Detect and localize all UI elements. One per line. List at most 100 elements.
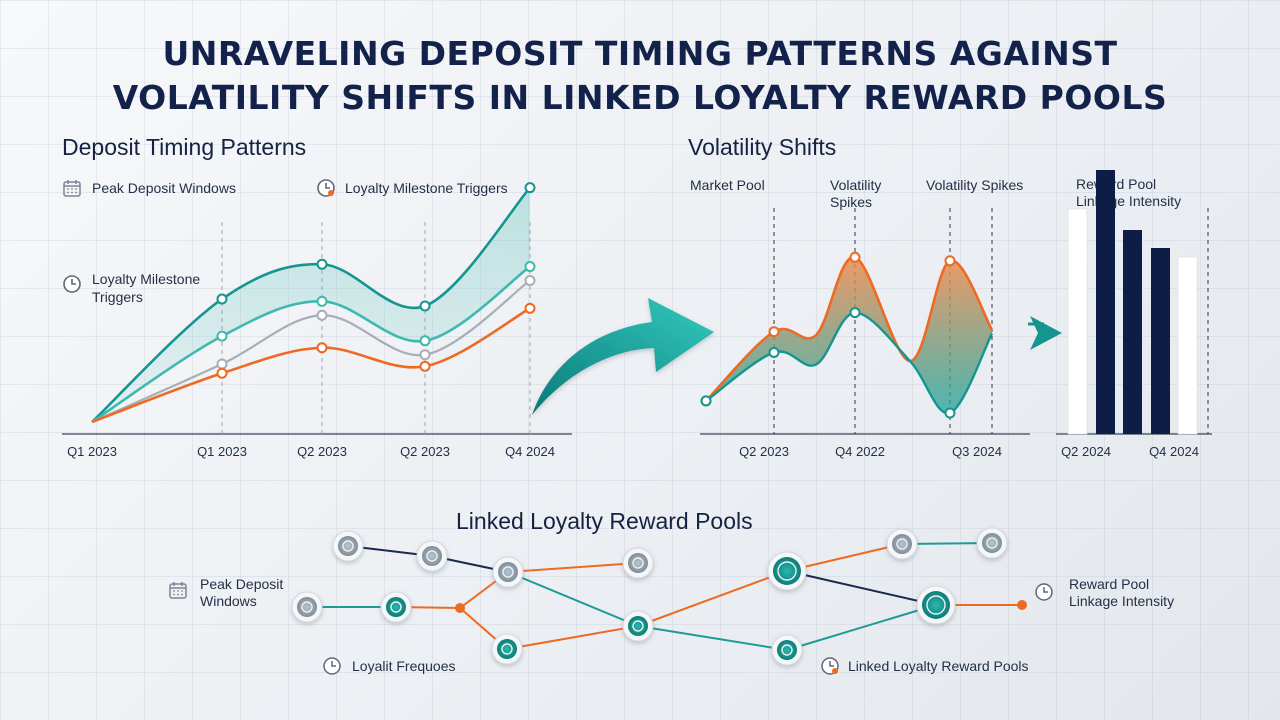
- clock-icon: [821, 657, 839, 675]
- network-node-core: [338, 536, 358, 556]
- band-area: [92, 187, 530, 422]
- network-frequency-label: Loyalit Frequoes: [352, 658, 456, 674]
- milestone-triggers-left-label-1: Loyalty Milestone: [92, 271, 201, 287]
- transition-arrow: [532, 298, 714, 415]
- data-point: [316, 258, 328, 270]
- x-tick-label: Q4 2022: [835, 444, 885, 459]
- network-node-core: [386, 597, 406, 617]
- network-node-ring: [301, 601, 313, 613]
- network-edge: [507, 562, 639, 573]
- data-point: [419, 360, 431, 372]
- data-point: [216, 367, 228, 379]
- volatility-chart: [700, 208, 1062, 435]
- clock-icon: [1035, 583, 1053, 601]
- network-node-core: [892, 534, 912, 554]
- x-tick-label: Q2 2024: [1061, 444, 1111, 459]
- network-node-ring: [390, 601, 402, 613]
- data-point: [419, 349, 431, 361]
- data-point: [944, 407, 956, 419]
- bar: [1177, 256, 1198, 435]
- data-point: [524, 182, 536, 194]
- network-edge: [786, 543, 903, 572]
- data-point: [216, 358, 228, 370]
- network-edge: [786, 570, 937, 606]
- network-node-core: [922, 591, 950, 619]
- network-node-core: [497, 639, 517, 659]
- network-node-core: [773, 557, 801, 585]
- network-linked-label: Linked Loyalty Reward Pools: [848, 658, 1029, 674]
- clock-icon: [63, 275, 81, 293]
- x-tick-label: Q4 2024: [505, 444, 555, 459]
- milestone-triggers-top-label: Loyalty Milestone Triggers: [345, 180, 508, 196]
- reward-bar-chart: [1056, 170, 1212, 435]
- bar: [1096, 170, 1115, 434]
- calendar-icon: [169, 582, 187, 599]
- volatility-area: [706, 257, 992, 414]
- market-pool-label: Market Pool: [690, 177, 765, 193]
- data-point: [524, 274, 536, 286]
- data-point: [216, 293, 228, 305]
- data-point: [524, 302, 536, 314]
- network-node-core: [777, 640, 797, 660]
- network-peak-label-2: Windows: [200, 593, 257, 609]
- network-node-ring: [502, 566, 514, 578]
- data-point: [419, 335, 431, 347]
- data-point: [419, 300, 431, 312]
- data-point: [768, 326, 780, 338]
- milestone-triggers-left-label-2: Triggers: [92, 289, 143, 305]
- network-node-ring: [926, 595, 946, 615]
- network-reward-label-2: Linkage Intensity: [1069, 593, 1175, 609]
- volatility-spikes-label-1a: Volatility: [830, 177, 882, 193]
- deposit-heading: Deposit Timing Patterns: [62, 134, 307, 160]
- network-node-core: [498, 562, 518, 582]
- x-tick-label: Q1 2023: [197, 444, 247, 459]
- x-tick-label: Q1 2023: [67, 444, 117, 459]
- x-tick-label: Q2 2023: [739, 444, 789, 459]
- small-arrow-icon: [1030, 316, 1062, 350]
- volatility-spikes-label-1b: Spikes: [830, 194, 873, 210]
- network-node-ring: [342, 540, 354, 552]
- x-tick-label: Q4 2024: [1149, 444, 1199, 459]
- network-edge: [507, 571, 639, 627]
- network-node-ring: [501, 643, 513, 655]
- clock-icon: [323, 657, 341, 675]
- page-title: UNRAVELING DEPOSIT TIMING PATTERNS AGAIN…: [0, 32, 1280, 120]
- network-node-ring: [896, 538, 908, 550]
- data-point: [944, 255, 956, 267]
- network-reward-label-1: Reward Pool: [1069, 576, 1150, 592]
- network-node-ring: [781, 644, 793, 656]
- network-node-core: [628, 553, 648, 573]
- calendar-icon: [63, 180, 81, 197]
- data-point: [316, 309, 328, 321]
- clock-icon: [317, 179, 335, 197]
- network-node-ring: [632, 557, 644, 569]
- network-junction: [455, 603, 465, 613]
- network-graph: [291, 527, 1027, 666]
- network-node-ring: [777, 561, 797, 581]
- data-point: [768, 346, 780, 358]
- data-point: [216, 330, 228, 342]
- network-junction: [1017, 600, 1027, 610]
- peak-deposit-windows-label: Peak Deposit Windows: [92, 180, 236, 196]
- network-node-core: [297, 597, 317, 617]
- title-line-1: UNRAVELING DEPOSIT TIMING PATTERNS AGAIN…: [162, 34, 1118, 73]
- network-peak-label-1: Peak Deposit: [200, 576, 284, 592]
- network-edge: [506, 625, 639, 650]
- x-tick-label: Q3 2024: [952, 444, 1002, 459]
- bar: [1151, 248, 1170, 434]
- bar: [1123, 230, 1142, 434]
- volatility-heading: Volatility Shifts: [688, 134, 837, 160]
- data-point: [849, 251, 861, 263]
- network-node-core: [422, 546, 442, 566]
- network-node-ring: [426, 550, 438, 562]
- deposit-chart: [62, 182, 572, 435]
- data-point: [316, 295, 328, 307]
- network-node-ring: [632, 620, 644, 632]
- network-edge: [786, 604, 937, 651]
- network-edge: [637, 625, 788, 651]
- volatility-spikes-label-2: Volatility Spikes: [926, 177, 1024, 193]
- data-point: [700, 395, 712, 407]
- x-tick-label: Q2 2023: [297, 444, 347, 459]
- network-node-ring: [986, 537, 998, 549]
